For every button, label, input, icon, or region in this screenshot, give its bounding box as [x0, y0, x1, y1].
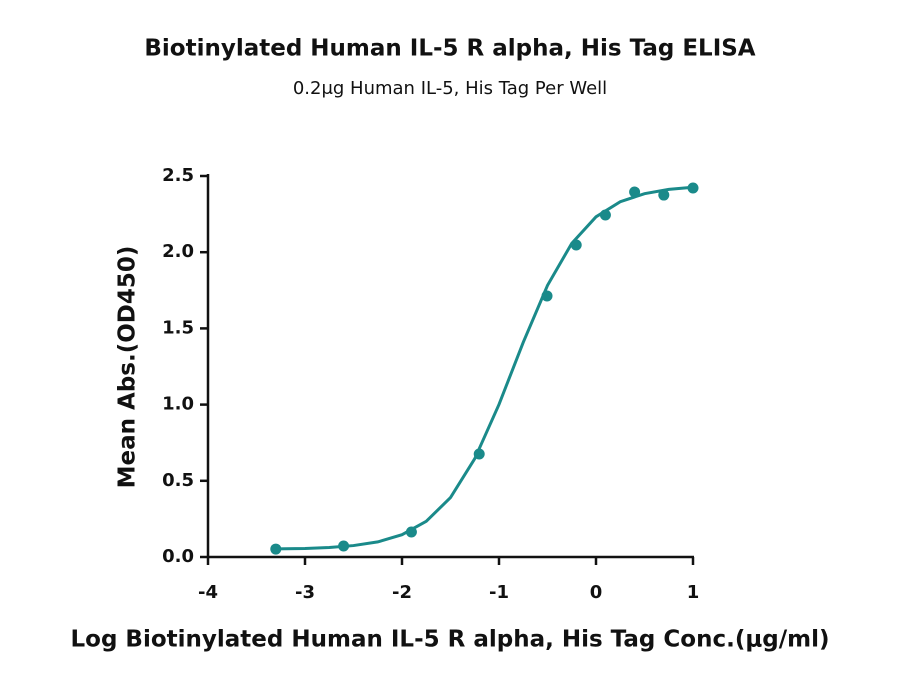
data-point [405, 526, 417, 538]
data-point [629, 186, 641, 198]
x-tick-label: -2 [392, 582, 412, 603]
data-point [658, 189, 670, 201]
y-tick-label: 0.5 [162, 470, 194, 491]
y-tick-label: 2.5 [162, 165, 194, 186]
data-point [687, 182, 699, 194]
y-tick-label: 1.0 [162, 394, 194, 415]
data-point [473, 448, 485, 460]
data-point [338, 540, 350, 552]
chart-subtitle: 0.2μg Human IL-5, His Tag Per Well [293, 78, 607, 99]
x-tick-label: 0 [590, 582, 603, 603]
data-point [541, 290, 553, 302]
y-tick-label: 0.0 [162, 546, 194, 567]
x-tick-label: -4 [198, 582, 218, 603]
x-tick-label: -3 [295, 582, 315, 603]
data-point [570, 239, 582, 251]
y-tick-label: 2.0 [162, 241, 194, 262]
y-tick-label: 1.5 [162, 317, 194, 338]
x-tick-label: -1 [489, 582, 509, 603]
x-tick-label: 1 [687, 582, 700, 603]
y-axis-title: Mean Abs.(OD450) [115, 246, 141, 489]
fit-curve [275, 185, 694, 551]
data-point [599, 209, 611, 221]
x-axis-title: Log Biotinylated Human IL-5 R alpha, His… [71, 627, 830, 653]
data-point [270, 543, 282, 555]
chart-title: Biotinylated Human IL-5 R alpha, His Tag… [144, 36, 755, 62]
